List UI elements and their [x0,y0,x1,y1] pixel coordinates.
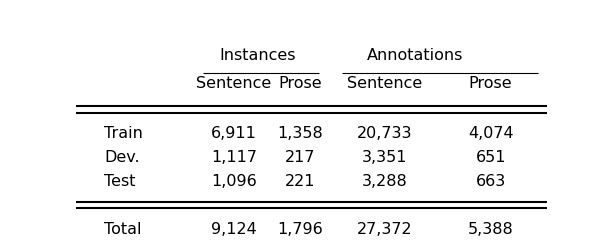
Text: 6,911: 6,911 [211,126,257,141]
Text: Sentence: Sentence [347,76,423,91]
Text: 663: 663 [475,174,506,189]
Text: 20,733: 20,733 [357,126,412,141]
Text: 1,117: 1,117 [211,150,257,165]
Text: 651: 651 [475,150,506,165]
Text: Dev.: Dev. [105,150,140,165]
Text: 1,096: 1,096 [211,174,257,189]
Text: 1,796: 1,796 [277,222,323,237]
Text: Total: Total [105,222,142,237]
Text: 3,288: 3,288 [362,174,407,189]
Text: Prose: Prose [469,76,513,91]
Text: Prose: Prose [278,76,322,91]
Text: Sentence: Sentence [196,76,272,91]
Text: 4,074: 4,074 [468,126,514,141]
Text: Test: Test [105,174,136,189]
Text: 9,124: 9,124 [211,222,257,237]
Text: 5,388: 5,388 [468,222,514,237]
Text: 221: 221 [285,174,315,189]
Text: Train: Train [105,126,143,141]
Text: Annotations: Annotations [367,48,463,63]
Text: 3,351: 3,351 [362,150,407,165]
Text: 217: 217 [285,150,315,165]
Text: 1,358: 1,358 [277,126,323,141]
Text: Instances: Instances [219,48,295,63]
Text: 27,372: 27,372 [357,222,412,237]
